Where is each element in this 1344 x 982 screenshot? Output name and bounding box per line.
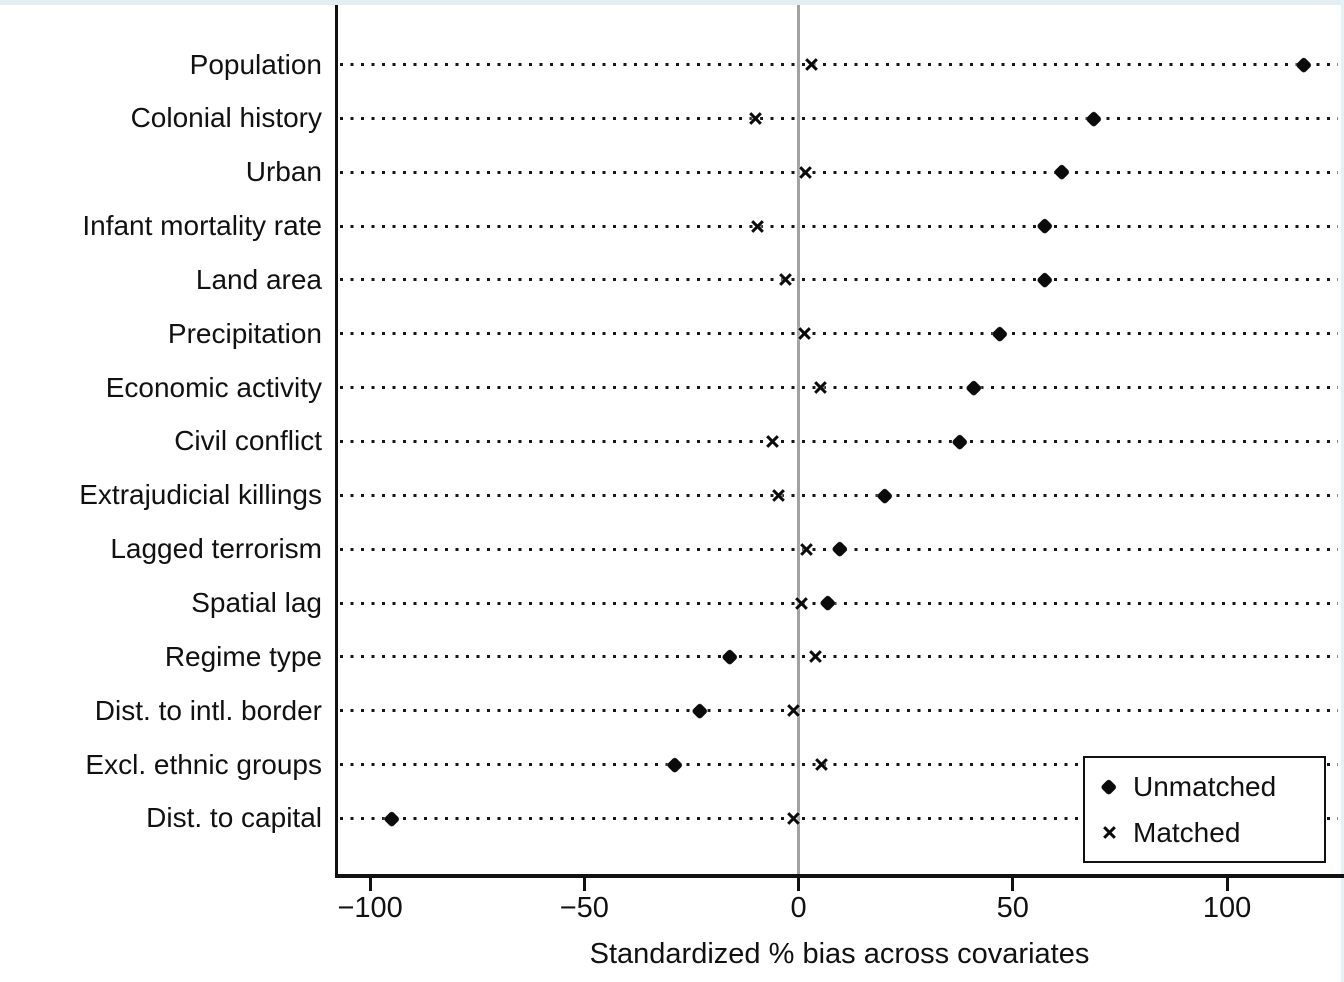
unmatched-marker: [383, 810, 400, 827]
category-label: Precipitation: [167, 317, 322, 349]
window-edge-top: [0, 0, 1344, 5]
category-label: Population: [189, 48, 322, 80]
window-edge-right: [1341, 0, 1344, 982]
row-dotted-guide: [340, 386, 1338, 390]
row-dotted-guide: [340, 763, 1338, 767]
x-axis-tick-label: −100: [337, 892, 403, 924]
legend-item-unmatched: Unmatched: [1085, 764, 1324, 810]
category-label: Lagged terrorism: [110, 533, 322, 565]
category-label: Dist. to capital: [146, 802, 322, 834]
matched-marker: [798, 165, 813, 180]
row-dotted-guide: [340, 601, 1338, 605]
unmatched-marker: [951, 433, 968, 450]
unmatched-diamond-icon: [1085, 778, 1133, 795]
matched-marker: [771, 488, 786, 503]
category-label: Extrajudicial killings: [79, 479, 322, 511]
unmatched-marker: [966, 379, 983, 396]
category-label: Colonial history: [130, 102, 322, 134]
category-label: Dist. to intl. border: [94, 694, 322, 726]
unmatched-marker: [819, 594, 836, 612]
row-dotted-guide: [340, 493, 1338, 497]
unmatched-marker: [721, 648, 739, 665]
matched-marker: [804, 57, 819, 72]
row-dotted-guide: [340, 655, 1338, 659]
category-label: Regime type: [164, 640, 322, 672]
unmatched-marker: [1086, 110, 1103, 127]
matched-marker: [799, 542, 814, 557]
matched-x-icon: [1085, 825, 1133, 840]
row-dotted-guide: [340, 816, 1338, 820]
x-axis-tick: [1225, 878, 1229, 891]
matched-marker: [808, 649, 823, 664]
x-axis-tick: [582, 878, 586, 891]
unmatched-marker: [876, 487, 893, 504]
category-label: Infant mortality rate: [82, 210, 322, 242]
matched-marker: [765, 434, 780, 449]
x-axis-tick: [1011, 878, 1015, 891]
matched-marker: [813, 380, 828, 395]
unmatched-marker: [1296, 56, 1313, 73]
x-axis-tick-label: −50: [559, 892, 609, 924]
row-dotted-guide: [340, 332, 1338, 336]
zero-reference-line: [797, 5, 800, 874]
x-axis-tick: [797, 878, 801, 891]
matched-marker: [786, 811, 801, 826]
x-axis-tick: [368, 878, 372, 891]
matched-marker: [814, 757, 829, 772]
matched-marker: [786, 703, 801, 718]
row-dotted-guide: [340, 709, 1338, 713]
row-dotted-guide: [340, 224, 1338, 228]
matched-marker: [750, 219, 765, 234]
unmatched-marker: [666, 756, 683, 773]
category-label: Urban: [245, 156, 322, 188]
unmatched-marker: [1053, 164, 1071, 181]
row-dotted-guide: [340, 439, 1338, 443]
x-axis-tick-label: 100: [1202, 892, 1252, 924]
unmatched-marker: [1036, 217, 1054, 235]
category-label: Land area: [195, 263, 322, 295]
x-axis-line: [335, 874, 1344, 878]
category-label: Excl. ethnic groups: [85, 748, 322, 780]
matched-marker: [797, 326, 812, 341]
row-dotted-guide: [340, 63, 1338, 66]
category-label: Civil conflict: [174, 425, 322, 457]
legend-box: Unmatched Matched: [1083, 756, 1326, 863]
unmatched-marker: [691, 702, 709, 719]
x-axis-title: Standardized % bias across covariates: [589, 938, 1090, 970]
row-dotted-guide: [340, 278, 1338, 282]
matched-marker: [778, 272, 793, 287]
matched-marker: [794, 596, 809, 611]
y-axis-line: [335, 5, 338, 878]
matched-marker: [748, 111, 763, 126]
legend-label-unmatched: Unmatched: [1133, 770, 1277, 802]
x-axis-tick-label: 0: [790, 892, 807, 924]
legend-item-matched: Matched: [1085, 810, 1324, 856]
category-label: Spatial lag: [191, 587, 322, 618]
legend-label-matched: Matched: [1133, 816, 1241, 848]
row-dotted-guide: [340, 170, 1338, 174]
x-axis-tick-label: 50: [996, 892, 1029, 924]
unmatched-marker: [1036, 271, 1054, 289]
unmatched-marker: [831, 541, 848, 558]
row-dotted-guide: [340, 116, 1338, 120]
unmatched-marker: [991, 325, 1009, 342]
category-label: Economic activity: [105, 371, 322, 403]
